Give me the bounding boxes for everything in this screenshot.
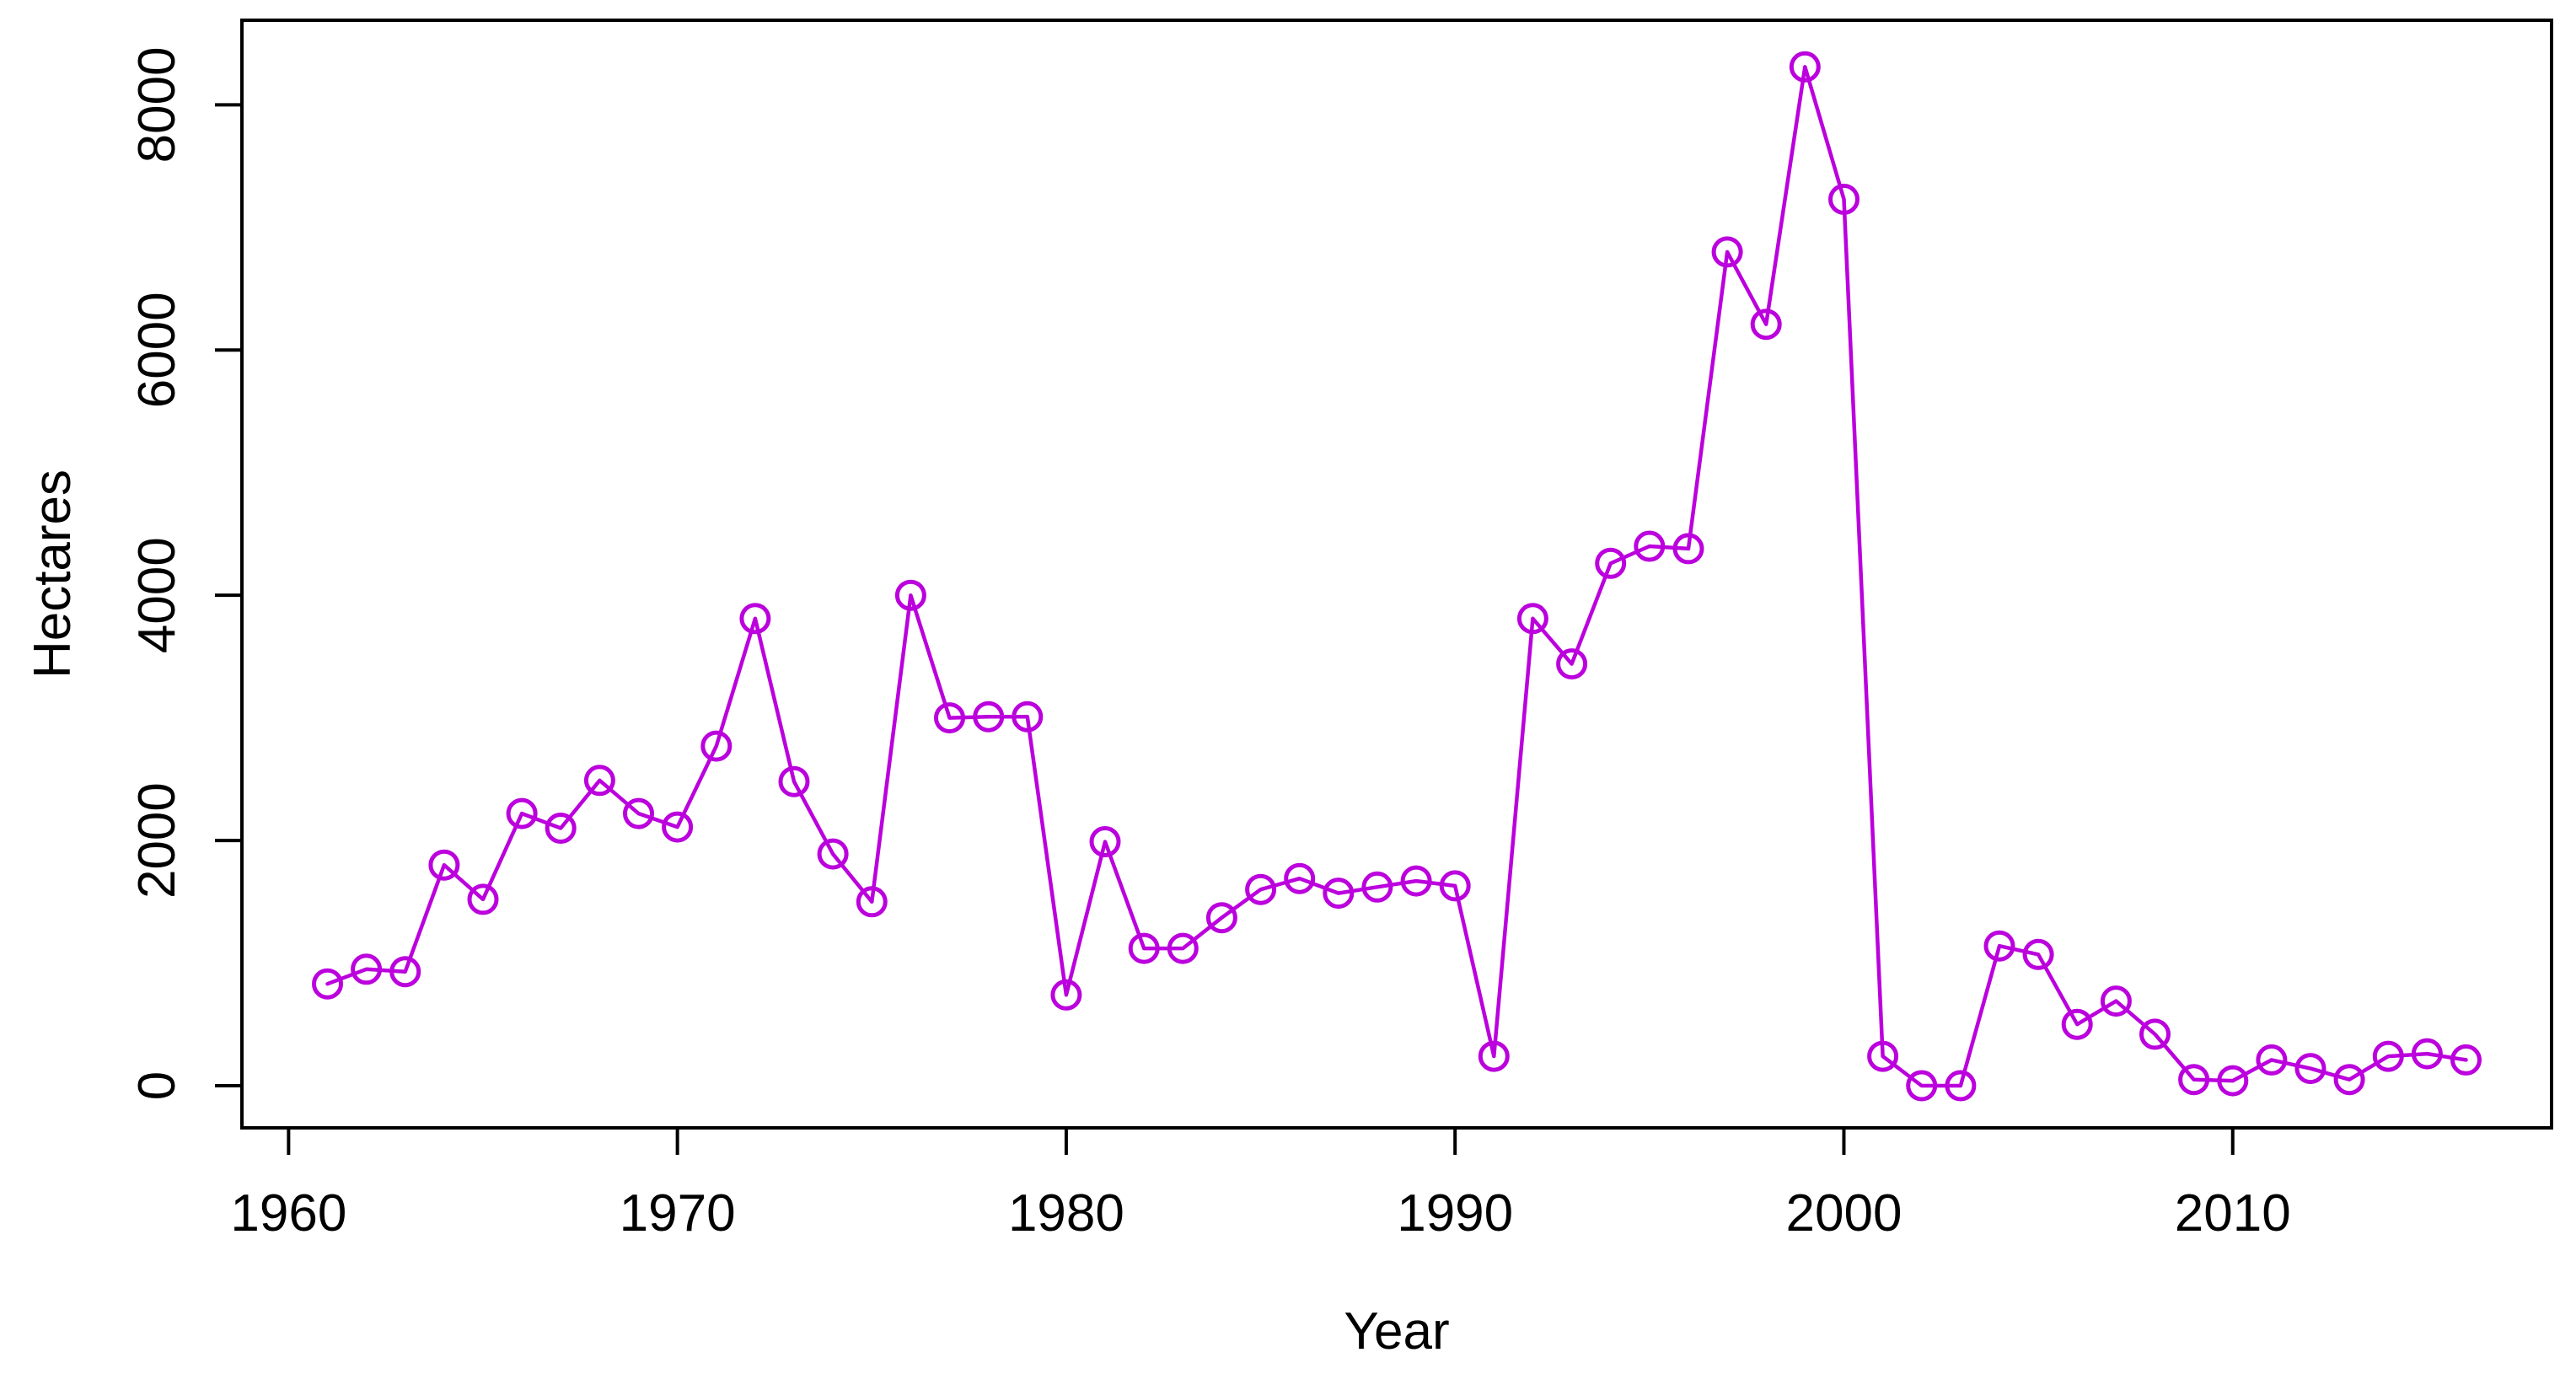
y-tick-label: 0 <box>128 1071 186 1100</box>
data-point <box>1478 1040 1510 1072</box>
y-tick-label: 8000 <box>128 46 186 163</box>
data-point <box>2061 1008 2093 1040</box>
data-point <box>506 797 538 829</box>
x-tick-label: 2000 <box>1786 1184 1902 1243</box>
data-point <box>1516 603 1548 635</box>
data-point <box>2139 1018 2171 1050</box>
data-point <box>583 765 615 797</box>
data-point <box>2294 1053 2326 1085</box>
x-tick-label: 1980 <box>1008 1184 1124 1243</box>
data-point <box>739 603 771 635</box>
data-point <box>1595 547 1627 579</box>
data-point <box>2022 938 2054 970</box>
data-point <box>662 811 694 843</box>
data-point <box>1789 51 1821 83</box>
data-point <box>1711 236 1743 268</box>
x-axis-title: Year <box>1344 1302 1449 1361</box>
data-point <box>1361 871 1393 903</box>
data-point <box>2333 1064 2365 1096</box>
data-point <box>389 956 421 988</box>
data-point <box>1050 979 1082 1011</box>
data-point <box>428 849 460 881</box>
data-point <box>545 813 577 844</box>
y-axis-title: Hectares <box>24 470 82 679</box>
data-point <box>1245 873 1277 905</box>
data-point <box>1556 648 1588 680</box>
data-point <box>700 730 733 762</box>
data-point <box>1012 700 1044 733</box>
x-tick-label: 1990 <box>1397 1184 1513 1243</box>
data-point <box>2100 985 2132 1017</box>
data-point <box>1750 309 1782 341</box>
data-point <box>312 968 343 1000</box>
plot-border <box>240 19 2553 1130</box>
data-point <box>1867 1040 1899 1072</box>
plot-area: 1960 1970 1980 1990 2000 2010 0 2000 4000 6000 800… <box>128 19 2553 1243</box>
data-line <box>325 65 2468 1088</box>
data-point <box>1945 1070 1977 1102</box>
data-point <box>894 579 926 611</box>
data-point <box>1284 862 1316 894</box>
data-point <box>1400 865 1432 897</box>
data-point <box>817 838 849 870</box>
data-point <box>1439 870 1471 902</box>
data-point <box>1128 932 1160 964</box>
data-point <box>934 702 965 734</box>
x-tick-label: 1970 <box>620 1184 736 1243</box>
data-point <box>1323 878 1355 910</box>
data-point <box>2411 1038 2443 1070</box>
data-point <box>1672 533 1704 565</box>
y-tick-label: 6000 <box>128 292 186 408</box>
data-point <box>1205 902 1237 934</box>
data-point <box>1828 183 1860 215</box>
data-point <box>778 765 810 797</box>
data-point <box>623 797 654 829</box>
x-tick-label: 1960 <box>230 1184 346 1243</box>
y-tick-label: 2000 <box>128 782 186 899</box>
x-tick-label: 2010 <box>2175 1184 2291 1243</box>
data-point <box>2217 1065 2249 1097</box>
data-point <box>351 953 383 985</box>
y-tick-label: 4000 <box>128 537 186 653</box>
data-point <box>1089 826 1121 857</box>
data-point <box>1167 932 1199 964</box>
data-point <box>1906 1070 1938 1102</box>
data-point <box>2178 1064 2210 1096</box>
data-point <box>2450 1044 2482 1076</box>
data-point <box>1634 530 1666 562</box>
data-point <box>1983 930 2015 962</box>
data-point <box>856 886 888 918</box>
data-point <box>2372 1040 2404 1072</box>
data-point <box>2256 1044 2288 1076</box>
data-point <box>467 883 499 915</box>
data-point <box>973 700 1005 733</box>
